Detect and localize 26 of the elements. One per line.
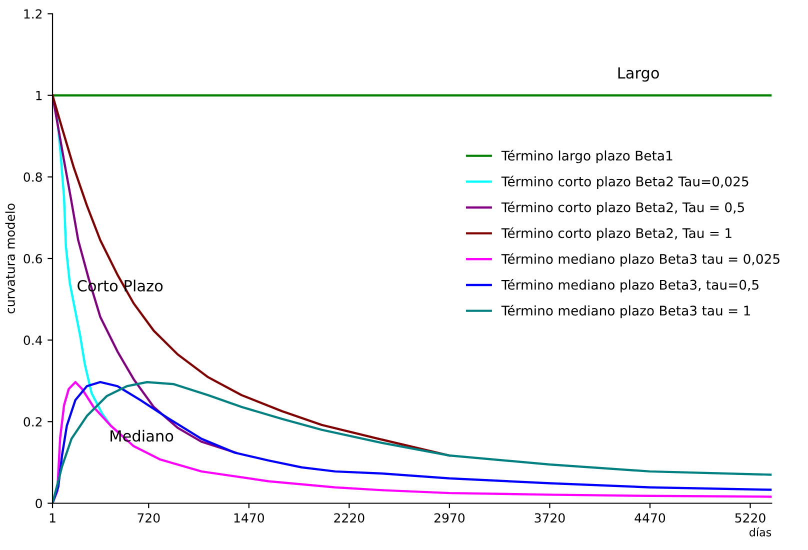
line-series xyxy=(52,94,451,457)
legend-label: Término mediano plazo Beta3 tau = 0,025 xyxy=(501,253,780,267)
x-tick-label: 5220 xyxy=(735,513,766,523)
annotation: Largo xyxy=(618,67,659,82)
x-tick-label: 4470 xyxy=(634,513,666,523)
x-axis-title: días xyxy=(750,527,772,536)
x-tick-label: 720 xyxy=(138,513,160,523)
x-tick-label: 3720 xyxy=(534,513,565,523)
x-tick-label: 1470 xyxy=(234,513,264,523)
x-tick-label: 2970 xyxy=(434,513,465,523)
y-tick-label: 1.2 xyxy=(24,9,42,18)
x-tick-label: 2220 xyxy=(334,513,364,523)
y-tick-label: 0.4 xyxy=(24,336,42,346)
legend-label: Término corto plazo Beta2 Tau=0,025 xyxy=(501,176,748,190)
legend-label: Término corto plazo Beta2, Tau = 0,5 xyxy=(501,202,744,215)
y-tick-label: 0.2 xyxy=(24,417,42,427)
y-tick-label: 1 xyxy=(36,90,42,100)
legend-label: Término largo plazo Beta1 xyxy=(501,150,672,164)
y-axis-title: curvatura modelo xyxy=(5,204,15,314)
y-tick-label: 0.6 xyxy=(24,254,42,264)
legend-label: Término mediano plazo Beta3 tau = 1 xyxy=(501,304,750,318)
legend-label: Término corto plazo Beta2, Tau = 1 xyxy=(501,227,732,241)
y-tick-label: 0 xyxy=(36,498,42,508)
y-tick-label: 0.8 xyxy=(24,172,42,182)
legend-label: Término mediano plazo Beta3, tau=0,5 xyxy=(501,279,758,292)
x-tick-label: 1 xyxy=(50,513,56,522)
